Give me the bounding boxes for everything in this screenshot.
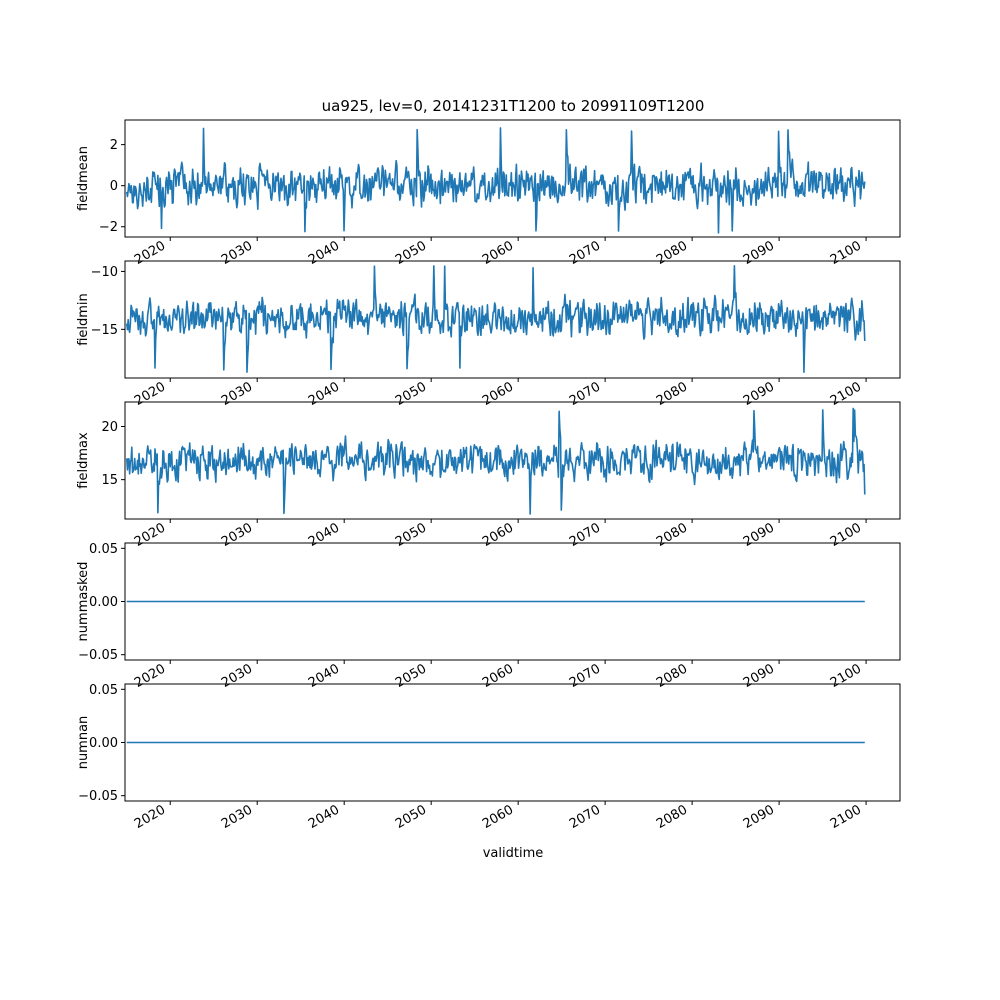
x-tick-label: 2040 (306, 661, 342, 691)
x-tick-label: 2030 (219, 238, 255, 268)
chart-title: ua925, lev=0, 20141231T1200 to 20991109T… (322, 97, 705, 115)
x-tick-label: 2050 (393, 520, 429, 550)
axes-frame (124, 260, 901, 379)
y-axis-label: fieldmax (76, 432, 91, 489)
y-tick-label: 0.05 (89, 542, 118, 557)
x-tick-label: 2040 (306, 379, 342, 409)
x-tick-label: 2050 (393, 661, 429, 691)
y-tick-label: 15 (101, 473, 118, 488)
series-line-fieldmin (125, 264, 866, 373)
x-tick-label: 2060 (480, 520, 516, 550)
x-tick-label: 2060 (480, 238, 516, 268)
y-tick-label: −15 (91, 323, 118, 338)
x-tick-label: 2080 (654, 379, 690, 409)
y-tick-label: 0.00 (89, 736, 118, 751)
x-tick-label: 2030 (219, 379, 255, 409)
x-tick-label: 2030 (219, 661, 255, 691)
x-tick-label: 2060 (480, 802, 516, 832)
panel-fieldmax: 20 15 2020 2030 2040 2050 2060 2070 2080 2090 2100… (76, 401, 901, 550)
y-tick-label: 0.00 (89, 595, 118, 610)
x-tick-label: 2090 (741, 520, 777, 550)
x-tick-label: 2080 (654, 238, 690, 268)
axes-frame (124, 119, 901, 238)
series-line-fieldmean (125, 127, 866, 234)
x-tick-label: 2050 (393, 238, 429, 268)
y-axis-label: fieldmean (76, 146, 91, 211)
x-tick-label: 2020 (132, 661, 168, 691)
panel-fieldmin: −10 −15 2020 2030 2040 2050 2060 2070 2080 2090 21… (76, 260, 901, 409)
y-tick-label: 0 (110, 179, 118, 194)
x-tick-label: 2020 (132, 520, 168, 550)
x-tick-label: 2020 (132, 379, 168, 409)
x-tick-label: 2100 (828, 238, 864, 268)
y-tick-label: 2 (110, 138, 118, 153)
series-line-fieldmax (125, 407, 866, 515)
x-tick-label: 2100 (828, 802, 864, 832)
x-tick-label: 2080 (654, 520, 690, 550)
y-tick-label: 0.05 (89, 683, 118, 698)
y-tick-label: 20 (101, 420, 118, 435)
x-tick-label: 2040 (306, 802, 342, 832)
x-tick-label: 2080 (654, 661, 690, 691)
y-axis-label: nummasked (76, 562, 91, 642)
x-tick-label: 2100 (828, 379, 864, 409)
x-tick-label: 2070 (567, 379, 603, 409)
x-axis-label: validtime (483, 846, 544, 861)
x-tick-label: 2050 (393, 802, 429, 832)
x-tick-label: 2020 (132, 238, 168, 268)
x-tick-label: 2090 (741, 238, 777, 268)
x-tick-label: 2090 (741, 661, 777, 691)
x-tick-label: 2090 (741, 379, 777, 409)
x-tick-label: 2040 (306, 520, 342, 550)
x-tick-label: 2040 (306, 238, 342, 268)
x-tick-label: 2060 (480, 379, 516, 409)
x-tick-label: 2050 (393, 379, 429, 409)
y-tick-label: −0.05 (78, 789, 118, 804)
x-tick-label: 2070 (567, 238, 603, 268)
x-tick-label: 2100 (828, 520, 864, 550)
x-tick-label: 2070 (567, 661, 603, 691)
x-tick-label: 2090 (741, 802, 777, 832)
x-tick-label: 2030 (219, 802, 255, 832)
x-tick-label: 2030 (219, 520, 255, 550)
x-tick-label: 2100 (828, 661, 864, 691)
x-tick-label: 2070 (567, 520, 603, 550)
panel-numnan: 0.05 0.00 −0.05 2020 2030 2040 2050 2060 2070 208… (76, 683, 901, 832)
x-tick-label: 2070 (567, 802, 603, 832)
y-tick-label: −10 (91, 265, 118, 280)
y-axis-label: fieldmin (76, 293, 91, 346)
y-tick-label: −0.05 (78, 648, 118, 663)
y-axis-label: numnan (76, 716, 91, 770)
x-tick-label: 2080 (654, 802, 690, 832)
panel-nummasked: 0.05 0.00 −0.05 2020 2030 2040 2050 2060 2070 208… (76, 542, 901, 691)
axes-frame (124, 401, 901, 520)
x-tick-label: 2060 (480, 661, 516, 691)
panel-fieldmean: 2 0 −2 2020 2030 2040 2050 2060 2070 2080 2090 2100… (76, 119, 901, 268)
x-tick-label: 2020 (132, 802, 168, 832)
y-tick-label: −2 (99, 220, 118, 235)
